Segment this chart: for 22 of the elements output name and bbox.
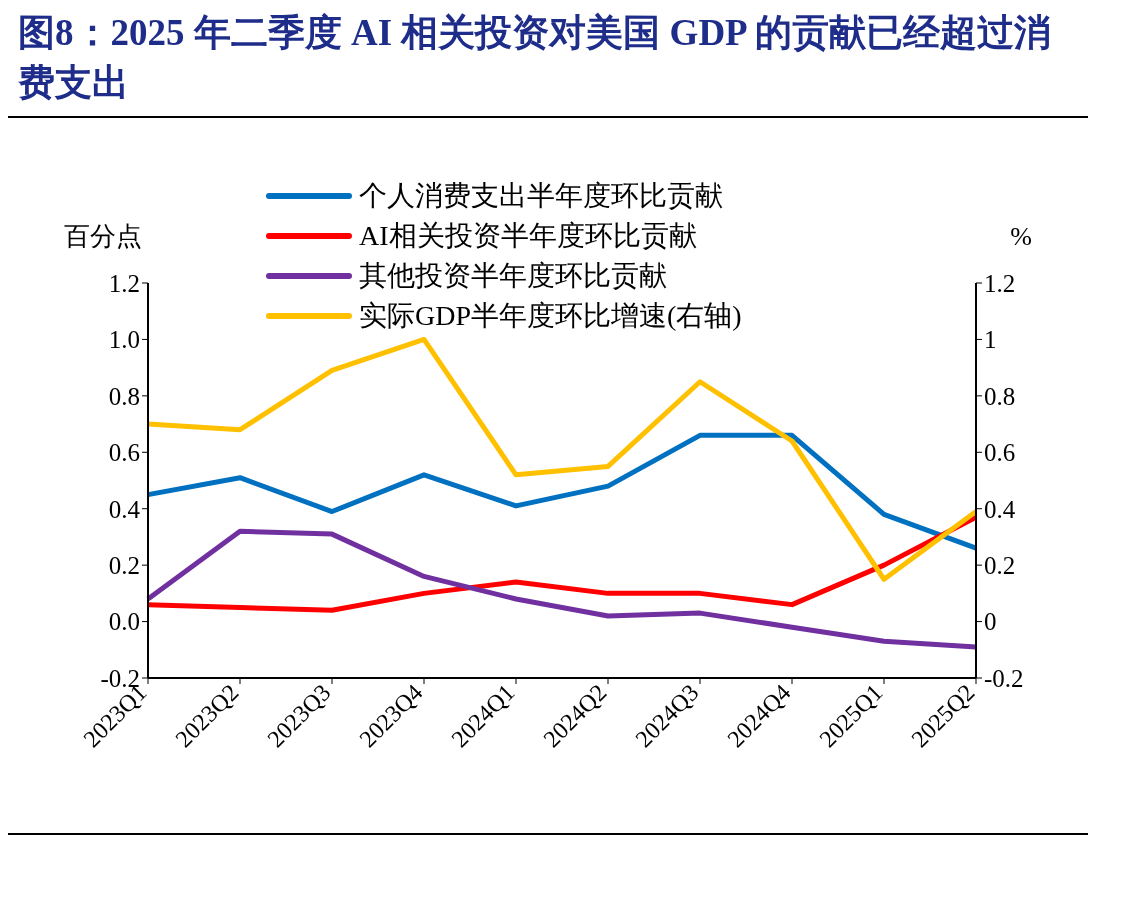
y-tick-label: 0.8 bbox=[108, 382, 140, 410]
legend-label: AI相关投资半年度环比贡献 bbox=[359, 219, 697, 253]
legend-label: 其他投资半年度环比贡献 bbox=[359, 259, 667, 293]
y2-axis-title: % bbox=[1010, 222, 1032, 251]
legend-label: 实际GDP半年度环比增速(右轴) bbox=[359, 299, 742, 333]
y-tick-label: 0.4 bbox=[108, 495, 141, 523]
y2-tick-label: 0.8 bbox=[984, 382, 1016, 410]
y-tick-label: 0.0 bbox=[108, 608, 140, 636]
y2-tick-label: 1.2 bbox=[984, 269, 1016, 297]
chart-title: 图8：2025 年二季度 AI 相关投资对美国 GDP 的贡献已经超过消费支出 bbox=[8, 8, 1088, 118]
y-tick-label: 0.2 bbox=[108, 552, 140, 580]
y2-tick-label: 0.4 bbox=[984, 495, 1016, 523]
y2-tick-label: 0.2 bbox=[984, 552, 1016, 580]
y-tick-label: 1.2 bbox=[108, 269, 140, 297]
y2-tick-label: 0 bbox=[984, 608, 997, 636]
y-axis-title: 百分点 bbox=[64, 222, 142, 251]
y2-tick-label: 0.6 bbox=[984, 439, 1016, 467]
legend-label: 个人消费支出半年度环比贡献 bbox=[359, 179, 723, 213]
y-tick-label: 0.6 bbox=[108, 439, 140, 467]
y2-tick-label: 1 bbox=[984, 326, 997, 354]
y2-tick-label: -0.2 bbox=[984, 664, 1024, 692]
y-tick-label: 1.0 bbox=[108, 326, 140, 354]
